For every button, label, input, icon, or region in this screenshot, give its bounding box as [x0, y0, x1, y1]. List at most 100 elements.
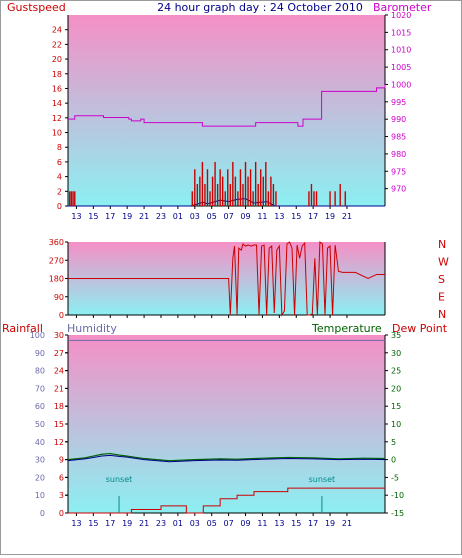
x-tick-label: 17	[308, 519, 318, 528]
temperature-label: Temperature	[311, 322, 382, 335]
x-tick-label: 15	[88, 519, 98, 528]
y-tick-label: 3	[59, 491, 64, 500]
x-tick-label: 21	[342, 519, 352, 528]
humidity-temperature-rain-panel: 13 15 17 19 21 23 01 03 05 07 09 11 13 15 17 19 21010203…	[30, 331, 404, 528]
y-tick-label: 40	[35, 438, 45, 447]
x-tick-label: 15	[88, 212, 98, 221]
y-tick-label: 270	[49, 256, 64, 265]
y2-tick-label: 35	[391, 331, 401, 340]
y2-tick-label: 1005	[391, 63, 411, 72]
y-tick-label: 14	[52, 99, 62, 108]
y-tick-label: 27	[54, 349, 64, 358]
y2-tick-label: 15	[391, 402, 401, 411]
y-tick-label: 12	[54, 438, 64, 447]
y-tick-label: 50	[35, 420, 45, 429]
y2-tick-label: 30	[391, 349, 401, 358]
y-tick-label: 16	[52, 84, 62, 93]
x-tick-label: 23	[156, 519, 166, 528]
wind-direction-line	[68, 240, 385, 317]
y2-tick-label: 25	[391, 367, 401, 376]
y-tick-label: 4	[57, 173, 62, 182]
x-tick-label: 01	[173, 212, 183, 221]
x-tick-label: 17	[308, 212, 318, 221]
y2-tick-label: 980	[391, 150, 406, 159]
y-tick-label: 20	[52, 55, 62, 64]
humidity-label: Humidity	[67, 322, 117, 335]
y-tick-label: 0	[40, 509, 45, 518]
y-tick-label: 21	[54, 384, 64, 393]
compass-label: E	[438, 291, 445, 304]
y-tick-label: 0	[59, 509, 64, 518]
y-tick-label: 60	[35, 402, 45, 411]
x-tick-label: 21	[139, 519, 149, 528]
rainfall-line	[68, 487, 385, 514]
y2-tick-label: 975	[391, 167, 406, 176]
y-tick-label: 24	[54, 367, 64, 376]
wind-barometer-panel: 13 15 17 19 21 23 01 03 05 07 09 11 13 15 17 19 21024681…	[52, 11, 412, 221]
x-tick-label: 07	[224, 519, 234, 528]
x-tick-label: 17	[105, 212, 115, 221]
y-tick-label: 24	[52, 26, 62, 35]
y-tick-label: 180	[49, 275, 64, 284]
plot-area	[68, 335, 385, 513]
y-tick-label: 70	[35, 384, 45, 393]
y2-tick-label: 990	[391, 115, 406, 124]
x-tick-label: 03	[190, 212, 200, 221]
x-tick-label: 19	[122, 519, 132, 528]
rainfall-label: Rainfall	[2, 322, 43, 335]
y2-tick-label: 5	[391, 438, 396, 447]
y-tick-label: 30	[35, 456, 45, 465]
y-tick-label: 20	[35, 473, 45, 482]
y2-tick-label: 970	[391, 185, 406, 194]
compass-label: N	[438, 308, 446, 321]
y-tick-label: 90	[54, 293, 64, 302]
x-tick-label: 11	[257, 212, 267, 221]
x-tick-label: 07	[224, 212, 234, 221]
y2-tick-label: -10	[391, 491, 404, 500]
y2-tick-label: 0	[391, 456, 396, 465]
y-tick-label: 22	[52, 40, 62, 49]
x-tick-label: 05	[207, 212, 217, 221]
chart-title: 24 hour graph day : 24 October 2010	[157, 1, 363, 14]
dewpoint-label: Dew Point	[392, 322, 448, 335]
compass-label: W	[438, 256, 449, 269]
x-tick-label: 19	[122, 212, 132, 221]
y-tick-label: 15	[54, 420, 64, 429]
y2-tick-label: 1020	[391, 11, 411, 20]
y-tick-label: 10	[52, 129, 62, 138]
y2-tick-label: 1000	[391, 80, 411, 89]
y-tick-label: 2	[57, 187, 62, 196]
y-tick-label: 30	[54, 331, 64, 340]
y-tick-label: 12	[52, 114, 62, 123]
y-tick-label: 6	[59, 473, 64, 482]
y-tick-label: 90	[35, 349, 45, 358]
y-tick-label: 18	[54, 402, 64, 411]
x-tick-label: 19	[325, 519, 335, 528]
y2-tick-label: 1015	[391, 28, 411, 37]
y2-tick-label: 20	[391, 384, 401, 393]
sunset-annotation: sunset	[309, 475, 336, 484]
y-tick-label: 0	[59, 311, 64, 320]
gustspeed-label: Gustspeed	[7, 1, 66, 14]
x-tick-label: 09	[240, 212, 250, 221]
y2-tick-label: 10	[391, 420, 401, 429]
dewpoint-line	[67, 454, 386, 463]
y2-tick-label: 985	[391, 133, 406, 142]
x-tick-label: 13	[71, 519, 81, 528]
x-tick-label: 13	[274, 212, 284, 221]
y-tick-label: 0	[57, 202, 62, 211]
y-tick-label: 8	[57, 143, 62, 152]
plot-area	[68, 15, 385, 206]
x-tick-label: 21	[342, 212, 352, 221]
temperature-line	[67, 452, 386, 462]
x-tick-label: 23	[156, 212, 166, 221]
y2-tick-label: 1010	[391, 46, 411, 55]
y-tick-label: 18	[52, 70, 62, 79]
x-tick-label: 19	[325, 212, 335, 221]
x-tick-label: 13	[71, 212, 81, 221]
x-tick-label: 03	[190, 519, 200, 528]
sunset-annotation: sunset	[106, 475, 133, 484]
